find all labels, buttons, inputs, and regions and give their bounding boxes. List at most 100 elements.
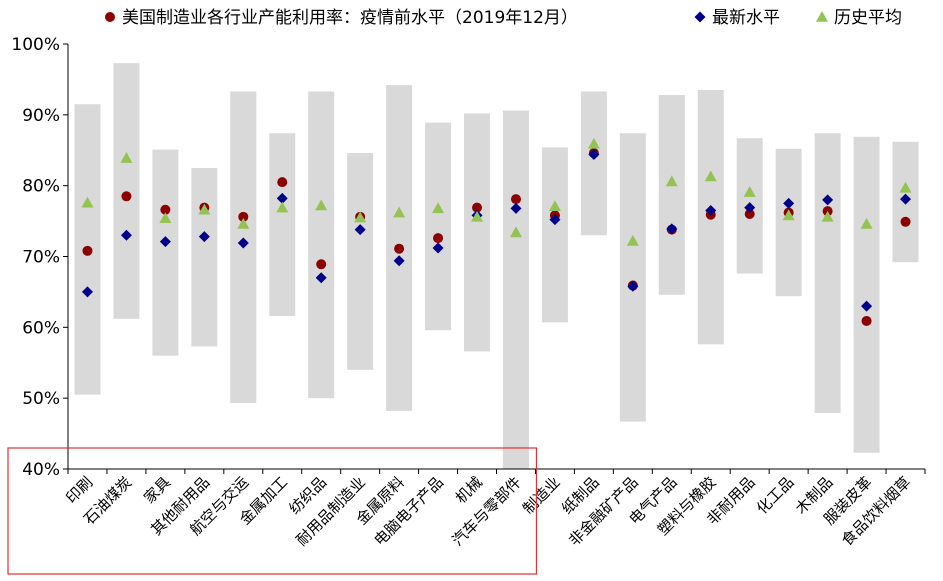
- triangle-point-20: [821, 210, 834, 222]
- y-tick-label-3: 60%: [22, 318, 60, 338]
- legend-marker-3: [816, 11, 828, 22]
- y-tick-label-5: 80%: [22, 177, 60, 197]
- circle-point-2: [121, 191, 132, 202]
- range-bar-10: [425, 122, 452, 331]
- diamond-point-14: [588, 149, 600, 160]
- diamond-point-1: [81, 286, 93, 298]
- diamond-point-17: [705, 204, 717, 216]
- diamond-point-13: [549, 214, 561, 226]
- triangle-point-9: [393, 206, 406, 218]
- diamond-point-19: [783, 197, 795, 209]
- triangle-point-2: [120, 152, 133, 163]
- range-bar-16: [658, 95, 685, 295]
- range-bar-2: [113, 63, 140, 319]
- triangle-point-8: [354, 211, 367, 223]
- triangle-point-14: [587, 137, 600, 149]
- legend-marker-1: [105, 12, 115, 22]
- range-bar-6: [269, 133, 296, 316]
- range-bar-21: [853, 136, 880, 453]
- range-bar-14: [580, 91, 607, 236]
- y-tick-label-6: 90%: [22, 106, 60, 126]
- triangle-point-4: [198, 203, 211, 215]
- circle-point-11: [472, 202, 483, 213]
- diamond-point-8: [354, 224, 366, 236]
- x-tick-label-3: 家具: [140, 473, 174, 507]
- legend-label-3: 历史平均: [834, 8, 902, 28]
- range-bar-11: [464, 113, 491, 352]
- diamond-point-18: [744, 202, 756, 214]
- diamond-point-16: [666, 223, 678, 235]
- triangle-point-6: [276, 201, 289, 213]
- diamond-point-2: [120, 229, 132, 241]
- triangle-point-1: [81, 196, 94, 208]
- triangle-point-22: [899, 181, 912, 193]
- annotation: [7, 447, 538, 575]
- diamond-point-22: [900, 193, 912, 205]
- diamond-point-20: [822, 194, 834, 206]
- circle-point-1: [82, 245, 93, 256]
- triangle-point-5: [237, 217, 250, 229]
- range-bar-19: [775, 148, 802, 297]
- range-bar-8: [347, 153, 374, 370]
- triangle-point-12: [509, 226, 522, 238]
- triangle-point-17: [704, 170, 717, 182]
- triangle-point-15: [626, 234, 639, 246]
- range-bar-12: [502, 110, 529, 469]
- x-tick-label-19: 化工品: [753, 473, 798, 518]
- circle-point-6: [277, 177, 288, 188]
- x-tick-label-1: 印刷: [62, 473, 96, 507]
- triangle-point-18: [743, 186, 756, 197]
- diamond-point-3: [159, 236, 171, 248]
- x-tick-label-12: 汽车与零部件: [448, 473, 524, 549]
- range-bar-4: [191, 167, 218, 347]
- legend-label-1: 美国制造业各行业产能利用率：疫情前水平（2019年12月）: [122, 8, 578, 28]
- y-ticks: 40% 50% 60% 70% 80% 90% 100%: [11, 35, 68, 480]
- circle-point-22: [900, 216, 911, 227]
- circle-point-3: [160, 204, 171, 215]
- range-bar-13: [541, 147, 568, 323]
- y-tick-label-1: 40%: [22, 460, 60, 480]
- diamond-point-9: [393, 255, 405, 267]
- diamond-point-7: [315, 272, 327, 284]
- diamond-point-6: [276, 192, 288, 204]
- diamond-point-21: [861, 300, 873, 312]
- circle-point-10: [433, 233, 444, 244]
- highlight-box: [7, 447, 538, 575]
- circle-point-12: [510, 194, 521, 205]
- x-tick-label-11: 机械: [452, 473, 486, 507]
- diamond-point-10: [432, 242, 444, 254]
- legend-label-2: 最新水平: [712, 8, 780, 28]
- triangle-point-21: [860, 217, 873, 229]
- triangle-point-3: [159, 212, 172, 224]
- triangle-point-10: [432, 202, 445, 214]
- range-bars: [74, 63, 919, 469]
- circle-point-7: [316, 259, 327, 270]
- markers: [81, 137, 912, 326]
- diamond-point-4: [198, 231, 210, 243]
- triangle-point-11: [471, 210, 484, 222]
- y-tick-label-4: 70%: [22, 248, 60, 268]
- triangle-point-16: [665, 175, 678, 187]
- circle-point-18: [744, 209, 755, 219]
- diamond-point-5: [237, 237, 249, 249]
- triangle-point-7: [315, 199, 328, 211]
- range-bar-3: [152, 149, 179, 356]
- legend: 美国制造业各行业产能利用率：疫情前水平（2019年12月） 最新水平 历史平均: [105, 8, 902, 28]
- y-tick-label-7: 100%: [11, 35, 60, 55]
- triangle-point-13: [548, 200, 561, 212]
- legend-marker-2: [694, 11, 706, 23]
- range-bar-20: [814, 133, 841, 414]
- range-bar-7: [308, 91, 335, 399]
- circle-point-5: [238, 211, 249, 222]
- circle-point-21: [861, 315, 872, 326]
- circle-point-9: [394, 243, 405, 254]
- x-tick-label-13: 制造业: [519, 473, 564, 518]
- triangle-point-19: [782, 209, 795, 221]
- diamond-point-15: [627, 280, 639, 292]
- range-bar-15: [619, 133, 646, 422]
- diamond-point-12: [510, 202, 522, 214]
- y-tick-label-2: 50%: [22, 389, 60, 409]
